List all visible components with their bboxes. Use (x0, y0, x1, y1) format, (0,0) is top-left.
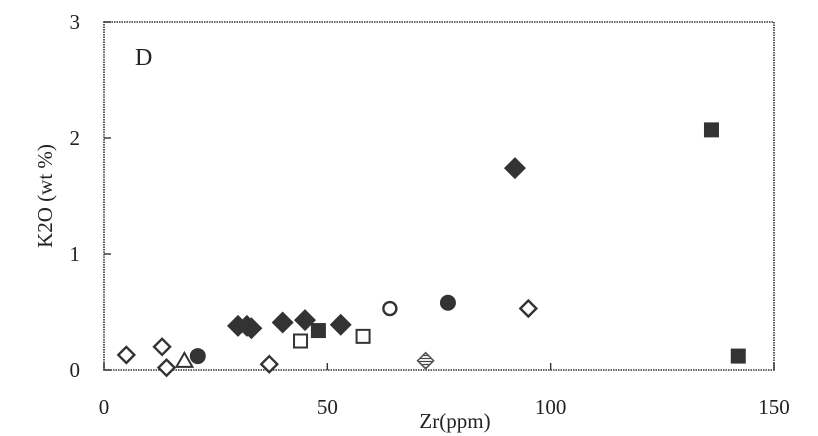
y-tick-label: 0 (70, 358, 81, 382)
filled-diamond-point (294, 309, 316, 332)
y-tick-label: 2 (70, 126, 81, 150)
x-axis-title: Zr(ppm) (419, 409, 490, 433)
filled-diamond-point (329, 313, 352, 336)
y-axis-title: K2O (wt %) (33, 144, 57, 248)
filled-circle-point (189, 348, 206, 365)
open-triangle-point (174, 350, 195, 368)
x-tick-label: 100 (535, 395, 567, 419)
filled-square-point (310, 323, 326, 339)
x-tick-label: 150 (758, 395, 790, 419)
open-circle-point (382, 300, 398, 317)
filled-square-point (703, 122, 719, 138)
x-axis-ticks: 0 50 100 150 (99, 363, 790, 419)
y-tick-label: 1 (70, 242, 81, 266)
plot-frame (103, 21, 775, 371)
filled-diamond-point (271, 311, 294, 334)
open-diamond-point (156, 357, 177, 378)
open-diamond-point (152, 337, 172, 357)
x-tick-label: 0 (99, 395, 110, 419)
x-tick-label: 50 (317, 395, 338, 419)
open-diamond-point (116, 345, 137, 365)
filled-diamond-point (240, 317, 263, 340)
y-axis-ticks: 0 1 2 3 (70, 10, 111, 382)
open-diamond-point (259, 354, 279, 374)
filled-circle-point (439, 294, 456, 311)
panel-label: D (135, 45, 152, 71)
open-square-point (355, 328, 371, 344)
hatched-diamond-point (416, 351, 435, 370)
open-square-point (293, 333, 309, 349)
filled-square-point (730, 348, 746, 364)
y-tick-label: 3 (70, 10, 81, 34)
data-points (116, 122, 746, 378)
open-diamond-point (518, 298, 539, 319)
filled-diamond-point (503, 157, 526, 180)
